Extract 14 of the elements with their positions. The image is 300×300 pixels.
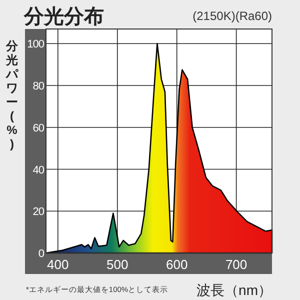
y-tick-label: 20	[32, 206, 44, 218]
y-tick-label: 100	[27, 38, 44, 51]
x-axis-title: 波長（nm）	[196, 282, 272, 298]
y-tick-label: 0	[38, 248, 44, 260]
x-tick-label: 400	[47, 257, 69, 272]
y-axis-title: 分光パワー(%)	[5, 39, 19, 151]
x-tick-label: 500	[106, 257, 128, 272]
chart-subtitle: (2150K)(Ra60)	[192, 9, 272, 23]
y-tick-label: 80	[32, 80, 44, 93]
y-tick-label: 60	[32, 122, 44, 134]
x-tick-label: 600	[166, 257, 188, 272]
chart-title: 分光分布	[23, 6, 104, 28]
y-tick-label: 40	[32, 164, 44, 176]
x-tick-label: 700	[225, 257, 248, 272]
